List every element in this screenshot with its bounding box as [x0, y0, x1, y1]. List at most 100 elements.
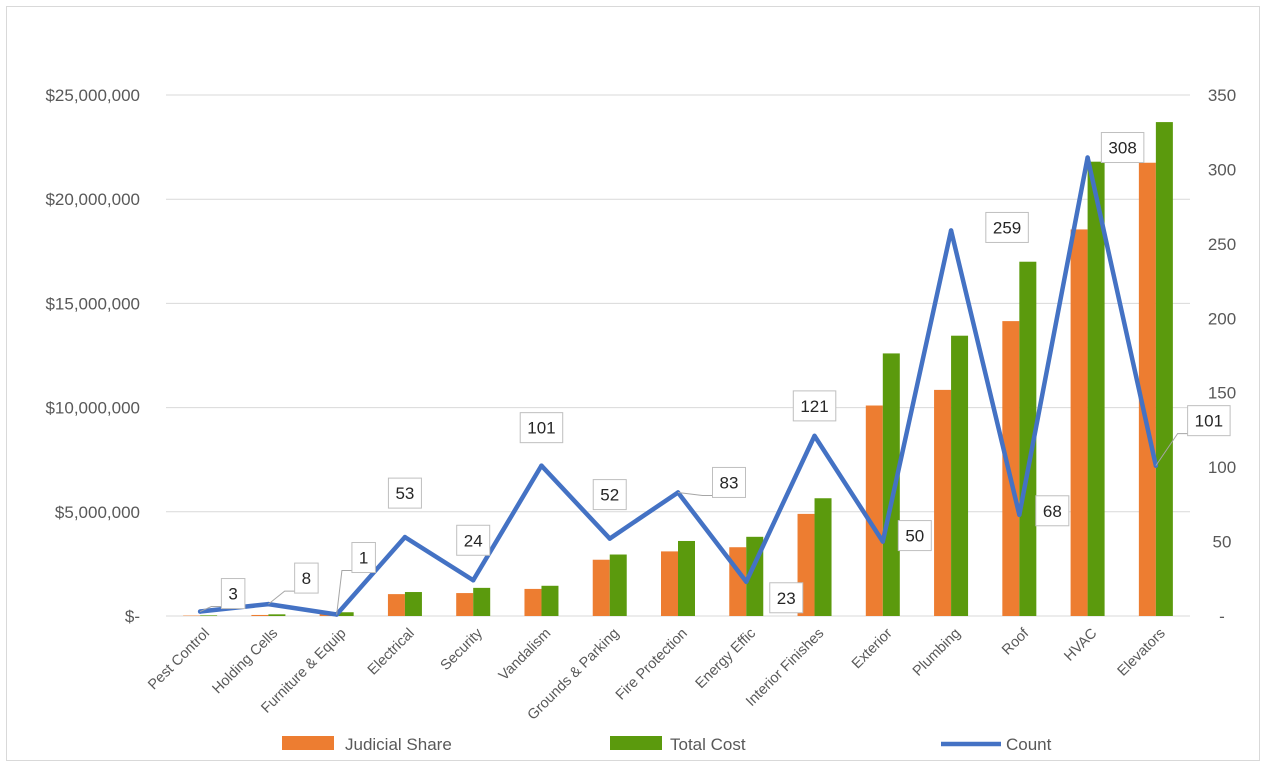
count-point [334, 612, 339, 617]
data-label-box [294, 562, 319, 594]
legend-swatch-judicial-share [282, 736, 334, 750]
y-left-tick-label: $- [125, 607, 140, 626]
bar-total-cost [473, 587, 491, 616]
y-right-tick-label: 100 [1208, 458, 1236, 477]
count-point [1017, 512, 1022, 517]
x-tick-label: Holding Cells [210, 626, 282, 698]
y-left-tick-label: $5,000,000 [55, 503, 140, 522]
count-point [1085, 155, 1090, 160]
x-tick-label: Pest Control [145, 626, 213, 694]
data-label-box [456, 524, 491, 556]
y-right-tick-label: 350 [1208, 86, 1236, 105]
count-point [675, 490, 681, 495]
data-label-box [1187, 405, 1231, 437]
bar-total-cost [814, 498, 832, 616]
data-label-box [792, 390, 837, 422]
y-left-tick-label: $25,000,000 [45, 86, 140, 105]
data-label: 1 [359, 549, 368, 568]
bar-judicial-share [1138, 162, 1156, 617]
bar-total-cost [336, 612, 354, 616]
bar-total-cost [951, 335, 969, 616]
legend-label-total-cost: Total Cost [670, 735, 746, 754]
x-tick-label: Electrical [365, 626, 418, 679]
data-label-box [712, 466, 746, 498]
bar-judicial-share [934, 389, 952, 616]
y-left-tick-label: $15,000,000 [45, 294, 140, 313]
left-axis: $- $5,000,000 $10,000,000 $15,000,000 $20,00… [45, 86, 140, 626]
bar-judicial-share [865, 405, 883, 616]
bar-total-cost [541, 585, 559, 616]
bar-total-cost [404, 592, 422, 616]
count-point [539, 463, 544, 468]
y-left-tick-label: $20,000,000 [45, 190, 140, 209]
x-tick-label: Fire Protection [613, 626, 691, 704]
data-label-box [1035, 495, 1070, 527]
y-left-tick-label: $10,000,000 [45, 399, 140, 418]
data-label: 259 [993, 218, 1021, 237]
x-tick-label: Plumbing [910, 626, 964, 680]
count-point [471, 578, 476, 583]
data-label: 68 [1043, 502, 1062, 521]
x-tick-label: Vandalism [496, 626, 554, 684]
x-tick-label: Exterior [849, 625, 896, 672]
legend: Judicial Share Total Cost Count [282, 735, 1052, 754]
data-label-leader [268, 590, 295, 605]
x-tick-label: Energy Effic [693, 626, 759, 692]
data-label-box [351, 542, 376, 574]
gridlines [166, 94, 1190, 617]
x-tick-label: HVAC [1061, 626, 1100, 665]
x-tick-label: Elevators [1115, 626, 1169, 680]
data-labels: 3 8 1 53 24 101 52 83 23 121 50 259 68 308 101 [199, 132, 1231, 615]
y-right-tick-label: 300 [1208, 160, 1236, 179]
bar-total-cost [678, 540, 695, 616]
bar-judicial-share [524, 588, 542, 616]
y-right-tick-label: 50 [1213, 533, 1232, 552]
bar-series [183, 122, 1173, 617]
bar-total-cost [200, 615, 218, 616]
bar-judicial-share [661, 551, 678, 616]
x-tick-label: Security [438, 625, 487, 674]
right-axis: - 50 100 150 200 250 300 350 [1208, 86, 1236, 626]
bar-total-cost [882, 353, 900, 616]
legend-label-judicial-share: Judicial Share [345, 735, 452, 754]
data-label-box [220, 578, 246, 610]
count-point [402, 534, 408, 540]
y-right-tick-label: 150 [1208, 384, 1236, 403]
data-label-leader [677, 491, 713, 496]
data-label-box [985, 211, 1029, 243]
y-right-tick-label: 250 [1208, 235, 1236, 254]
data-label: 8 [302, 569, 311, 588]
data-label-box [519, 412, 564, 444]
data-label: 3 [228, 585, 237, 604]
count-point [607, 536, 612, 541]
data-label: 308 [1108, 139, 1136, 158]
y-right-tick-label: 200 [1208, 309, 1236, 328]
data-label-box [769, 582, 804, 614]
data-label-box [1100, 132, 1145, 164]
x-tick-label: Roof [999, 625, 1033, 659]
data-label: 121 [800, 397, 828, 416]
bar-total-cost [609, 554, 627, 616]
data-label-box [592, 479, 627, 511]
data-label-leader [199, 606, 222, 612]
bar-total-cost [268, 614, 286, 616]
bar-total-cost [1155, 122, 1173, 616]
count-point [948, 228, 954, 233]
chart-area [6, 6, 1260, 761]
bar-judicial-share [251, 614, 269, 616]
data-label-leader [336, 570, 352, 615]
y-right-tick-label: - [1219, 607, 1225, 626]
legend-swatch-total-cost [610, 736, 662, 750]
data-label: 50 [905, 527, 924, 546]
count-point [880, 539, 885, 544]
data-label: 101 [527, 419, 555, 438]
bar-total-cost [1087, 161, 1105, 617]
bar-judicial-share [1070, 229, 1088, 616]
data-label: 23 [777, 589, 796, 608]
data-label: 24 [464, 531, 483, 550]
count-point [812, 433, 817, 439]
data-label: 101 [1195, 412, 1223, 431]
bar-judicial-share [456, 593, 474, 616]
